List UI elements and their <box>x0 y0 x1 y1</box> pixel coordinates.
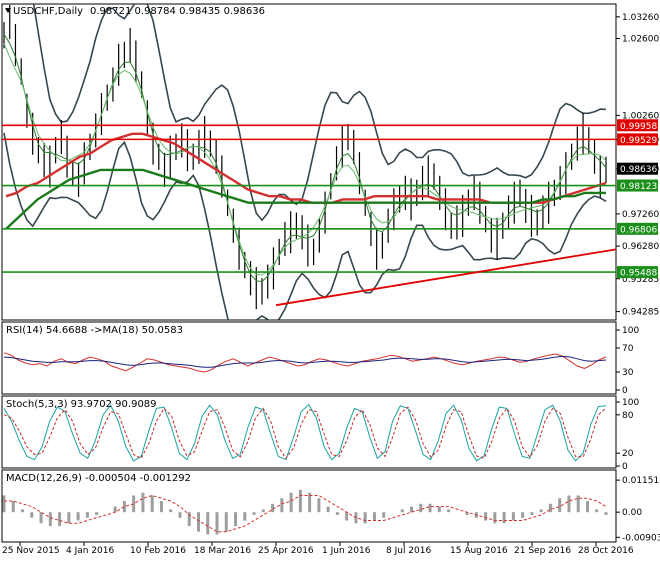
level-tag-bg <box>617 119 658 132</box>
bollinger-lower-band <box>3 132 607 320</box>
price-plot <box>2 4 616 320</box>
stoch-panel-frame <box>1 395 617 469</box>
macd-signal-line <box>4 494 607 533</box>
rsi-title: RSI(14) 54.6688 ->MA(18) 50.0583 <box>6 325 183 336</box>
macd-axis: 0.011517 0.00 -0.00903 <box>616 476 660 543</box>
stoch-axis: 100 80 20 0 <box>616 398 639 472</box>
price-tick-label: 0.97260 <box>622 210 659 220</box>
level-tag-bg <box>617 179 658 192</box>
x-tick-label: 18 Mar 2016 <box>194 546 251 556</box>
price-tick-label: 0.95285 <box>622 275 659 285</box>
current-price-tag-bg <box>617 162 658 175</box>
collapse-triangle-icon[interactable] <box>5 8 11 13</box>
stoch-tick-label: 80 <box>622 411 634 421</box>
x-tick-label: 4 Jan 2016 <box>66 546 114 556</box>
x-tick-label: 25 Apr 2016 <box>258 546 314 556</box>
x-tick-label: 1 Jun 2016 <box>322 546 371 556</box>
rsi-panel-frame <box>1 321 617 395</box>
rsi-series-line-1 <box>3 355 607 368</box>
price-tick-label: 0.96280 <box>622 242 659 252</box>
stoch-plot <box>3 403 607 462</box>
ma-fast-line <box>3 33 607 283</box>
ohlc-values: 0.98721 0.98784 0.98435 0.98636 <box>90 6 265 17</box>
x-axis: 25 Nov 2015 4 Jan 2016 10 Feb 2016 18 Mar 2… <box>2 542 634 556</box>
bollinger-upper-band <box>32 4 607 222</box>
rsi-tick-label: 100 <box>622 326 639 336</box>
rsi-plot <box>3 352 607 373</box>
rsi-tick-label: 0 <box>622 386 628 396</box>
rsi-tick-label: 70 <box>622 344 634 354</box>
price-tick-label: 1.03260 <box>622 13 659 23</box>
x-tick-label: 25 Nov 2015 <box>2 546 60 556</box>
current-price-tag-label: 0.98636 <box>620 165 657 175</box>
x-tick-label: 10 Feb 2016 <box>130 546 186 556</box>
x-tick-label: 21 Sep 2016 <box>514 546 571 556</box>
level-tag-bg <box>617 133 658 146</box>
symbol-label: USDCHF,Daily <box>13 6 83 17</box>
stoch-series-line-0 <box>3 403 607 462</box>
level-tags: 0.99958 0.99529 0.98123 0.96806 0.95488 0.986… <box>617 119 658 279</box>
x-tick-label: 28 Oct 2016 <box>578 546 634 556</box>
stoch-series-line-1 <box>3 406 607 460</box>
macd-title: MACD(12,26,9) -0.000504 -0.001292 <box>6 473 191 484</box>
price-tick-label: 1.02600 <box>622 35 659 45</box>
support-trendline <box>275 248 616 307</box>
level-tag-label: 0.99529 <box>620 136 657 146</box>
price-panel-frame <box>1 3 617 321</box>
price-tick-label: 1.00260 <box>622 111 659 121</box>
ma-slow-green-line <box>5 168 606 230</box>
level-tag-label: 0.96806 <box>620 225 657 235</box>
level-tag-label: 0.95488 <box>620 269 657 279</box>
macd-panel-frame <box>1 469 617 543</box>
x-tick-label: 15 Aug 2016 <box>450 546 508 556</box>
macd-plot <box>2 489 608 535</box>
rsi-axis: 100 70 30 0 <box>616 326 639 396</box>
stoch-title: Stoch(5,3,3) 93.9702 90.9089 <box>6 399 157 410</box>
level-tag-label: 0.99958 <box>620 122 657 132</box>
level-tag-label: 0.98123 <box>620 182 657 192</box>
stoch-tick-label: 0 <box>622 462 628 472</box>
macd-tick-label: 0.00 <box>622 508 642 518</box>
ma-mid-line <box>3 43 607 276</box>
macd-tick-label: 0.011517 <box>622 476 660 486</box>
stoch-tick-label: 20 <box>622 449 634 459</box>
price-tick-label: 0.94285 <box>622 308 659 318</box>
x-tick-label: 8 Jul 2016 <box>386 546 431 556</box>
macd-tick-label: -0.00903 <box>622 533 660 543</box>
rsi-series-line-0 <box>3 352 607 373</box>
rsi-tick-label: 30 <box>622 368 634 378</box>
stoch-tick-label: 100 <box>622 398 639 408</box>
level-tag-bg <box>617 266 658 279</box>
level-tag-bg <box>617 222 658 235</box>
